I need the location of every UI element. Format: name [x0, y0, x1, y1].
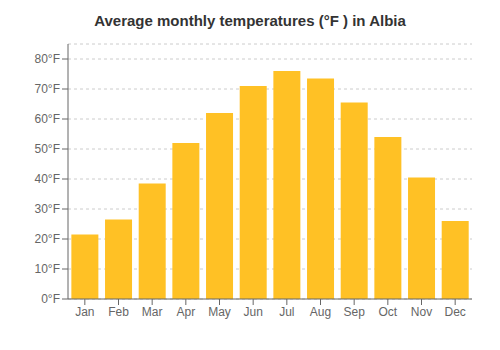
- svg-text:Aug: Aug: [310, 305, 331, 319]
- svg-text:Oct: Oct: [378, 305, 397, 319]
- html-text:Average monthly temperatures (: Average monthly temperatures (°F ) in Al…: [94, 12, 406, 29]
- svg-text:50°F: 50°F: [35, 142, 60, 156]
- svg-text:10°F: 10°F: [35, 262, 60, 276]
- svg-text:30°F: 30°F: [35, 202, 60, 216]
- svg-text:Jun: Jun: [243, 305, 262, 319]
- svg-text:20°F: 20°F: [35, 232, 60, 246]
- svg-text:Mar: Mar: [142, 305, 163, 319]
- svg-text:Dec: Dec: [444, 305, 465, 319]
- svg-text:40°F: 40°F: [35, 172, 60, 186]
- svg-text:60°F: 60°F: [35, 112, 60, 126]
- svg-text:Jul: Jul: [279, 305, 294, 319]
- svg-text:Apr: Apr: [176, 305, 195, 319]
- svg-text:Jan: Jan: [75, 305, 94, 319]
- svg-text:May: May: [208, 305, 231, 319]
- svg-text:0°F: 0°F: [41, 292, 60, 306]
- svg-text:80°F: 80°F: [35, 52, 60, 66]
- svg-text:Nov: Nov: [411, 305, 432, 319]
- svg-text:Feb: Feb: [108, 305, 129, 319]
- svg-text:70°F: 70°F: [35, 82, 60, 96]
- svg-text:Sep: Sep: [343, 305, 365, 319]
